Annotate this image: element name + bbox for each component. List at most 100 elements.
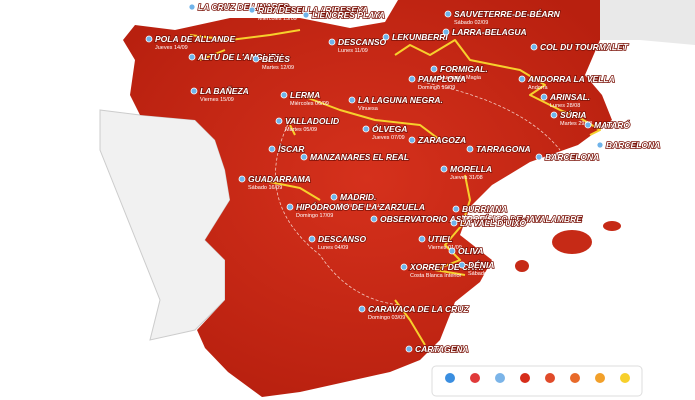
stage-marker [286, 203, 294, 211]
stage-marker [330, 193, 338, 201]
map-legend [431, 365, 643, 397]
stage-marker [442, 28, 450, 36]
place-name: DESCANSO [338, 37, 387, 47]
menorca [603, 221, 621, 231]
place-date: Sábado 02/09 [454, 20, 488, 26]
place-name: CARTAGENA [415, 344, 469, 354]
stage-marker [518, 75, 526, 83]
place-date: Jueves 31/08 [450, 175, 483, 181]
place-date: Sábado 26/08 [606, 151, 640, 157]
stage-marker [550, 111, 558, 119]
stage-marker [348, 96, 356, 104]
place-name: UTIEL [428, 234, 453, 244]
place-date: Miércoles 06/09 [290, 101, 329, 107]
stage-marker [268, 145, 276, 153]
stage-marker [530, 43, 538, 51]
place-name: BARCELONA [545, 152, 599, 162]
stage-marker [190, 87, 198, 95]
place-date: Lunes 11/09 [338, 48, 368, 54]
place-name: COL DU TOURMALET [540, 42, 629, 52]
place-date: Viernes 01/09 [428, 245, 462, 251]
place-name: GUADARRAMA [248, 174, 311, 184]
place-date: Martes 05/09 [285, 127, 317, 133]
place-date: Lunes 04/09 [318, 245, 348, 251]
place-name: BURRIANA [462, 204, 507, 214]
place-date: Costa Blanca Interior [410, 273, 462, 279]
place-name: LARRA-BELAGUA [452, 27, 527, 37]
stage-marker [430, 65, 438, 73]
stage-marker [535, 153, 543, 161]
place-name: MADRID. [340, 192, 376, 202]
place-date: Martes 29/08 [560, 121, 592, 127]
place-date: Jueves 14/09 [155, 45, 188, 51]
ibiza [515, 260, 529, 272]
stage-marker [280, 91, 288, 99]
route [189, 29, 601, 346]
place-date: Martes 12/09 [262, 65, 294, 71]
place-name: BARCELONA [606, 140, 660, 150]
stage-marker [302, 11, 310, 19]
stage-marker [362, 125, 370, 133]
place-name: MORELLA [450, 164, 492, 174]
place-name: ARINSAL. [549, 92, 590, 102]
transfer-line [275, 79, 561, 306]
place-name: LA LAGUNA NEGRA. [358, 95, 443, 105]
place-date: Sábado 02/09 [468, 271, 502, 277]
place-date: Domingo 27/08 [545, 163, 582, 169]
stage-marker [584, 121, 592, 129]
place-date: Sábado 16/09 [248, 185, 282, 191]
place-name: SÚRIA [560, 109, 586, 120]
place-name: LEKUNBERRI [392, 32, 448, 42]
place-date: Domingo 10/09 [418, 85, 455, 91]
place-date: Lunes 28/08 [550, 103, 580, 109]
stage-marker [450, 219, 458, 227]
stage-marker [448, 247, 456, 255]
place-name: SAUVETERRE-DE-BÉARN [454, 9, 561, 19]
place-name: PAMPLONA [418, 74, 466, 84]
place-name: BEJES [262, 54, 290, 64]
stage-marker [358, 305, 366, 313]
place-name: OBSERVATORIO ASTROFÍSICO DE JAVALAMBRE [380, 214, 582, 224]
place-name: TARRAGONA [476, 144, 531, 154]
stage-marker [408, 75, 416, 83]
stage-marker [252, 55, 260, 63]
place-name: MATARÓ [594, 119, 630, 130]
place-date: Domingo 03/09 [368, 315, 405, 321]
france-land [600, 0, 695, 45]
place-name: VALLADOLID [285, 116, 339, 126]
place-name: ANDORRA LA VELLA [527, 74, 615, 84]
stage-marker [275, 117, 283, 125]
place-name: FORMIGAL. [440, 64, 488, 74]
place-date: Vinuesa [358, 106, 379, 112]
stage-marker [370, 215, 378, 223]
place-name: LA BAÑEZA [200, 86, 249, 96]
stage-marker [145, 35, 153, 43]
stage-marker [540, 93, 548, 101]
stage-marker [408, 136, 416, 144]
place-date: Viernes 15/09 [200, 97, 234, 103]
stage-marker [418, 235, 426, 243]
place-date: Miércoles 30/08 [462, 215, 501, 221]
place-date: Andorra [528, 85, 549, 91]
stage-marker [188, 3, 196, 11]
stage-marker [458, 261, 466, 269]
stage-marker [188, 53, 196, 61]
place-name: ZARAGOZA [417, 135, 466, 145]
place-name: LA CRUZ DE LINARES [198, 2, 289, 12]
stage-marker [238, 175, 246, 183]
place-name: RIBADESELLA / RIBESEYA [258, 5, 368, 15]
place-name: MANZANARES EL REAL [310, 152, 409, 162]
stage-marker [308, 235, 316, 243]
place-name: HIPÓDROMO DE LA ZARZUELA [296, 201, 425, 212]
place-date: Huesca la Magia [440, 75, 482, 81]
place-name: OLIVA [458, 246, 483, 256]
place-name: CARAVACA DE LA CRUZ [368, 304, 469, 314]
place-name: DÉNIA [468, 260, 494, 270]
stage-marker [452, 205, 460, 213]
place-date: Domingo 17/09 [296, 213, 333, 219]
place-name: DESCANSO [318, 234, 367, 244]
spain-land [123, 0, 612, 397]
place-date: Paisaje de la Luz [340, 203, 382, 209]
place-name: ÍSCAR [278, 144, 305, 154]
place-name: LIENCRES PLAYA [312, 10, 385, 20]
